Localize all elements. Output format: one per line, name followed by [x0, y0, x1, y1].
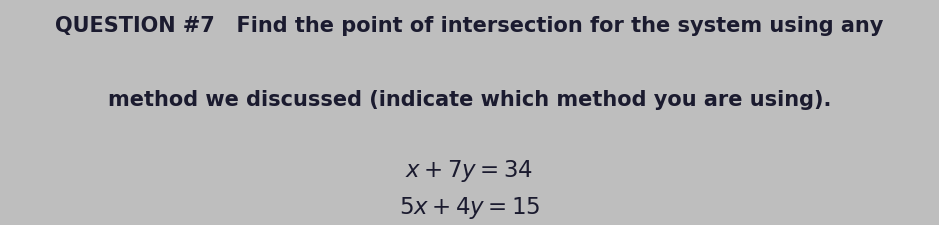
- Text: QUESTION #7   Find the point of intersection for the system using any: QUESTION #7 Find the point of intersecti…: [55, 16, 884, 36]
- Text: method we discussed (indicate which method you are using).: method we discussed (indicate which meth…: [108, 90, 831, 110]
- Text: $5x + 4y = 15$: $5x + 4y = 15$: [399, 195, 540, 220]
- Text: $x + 7y = 34$: $x + 7y = 34$: [406, 158, 533, 183]
